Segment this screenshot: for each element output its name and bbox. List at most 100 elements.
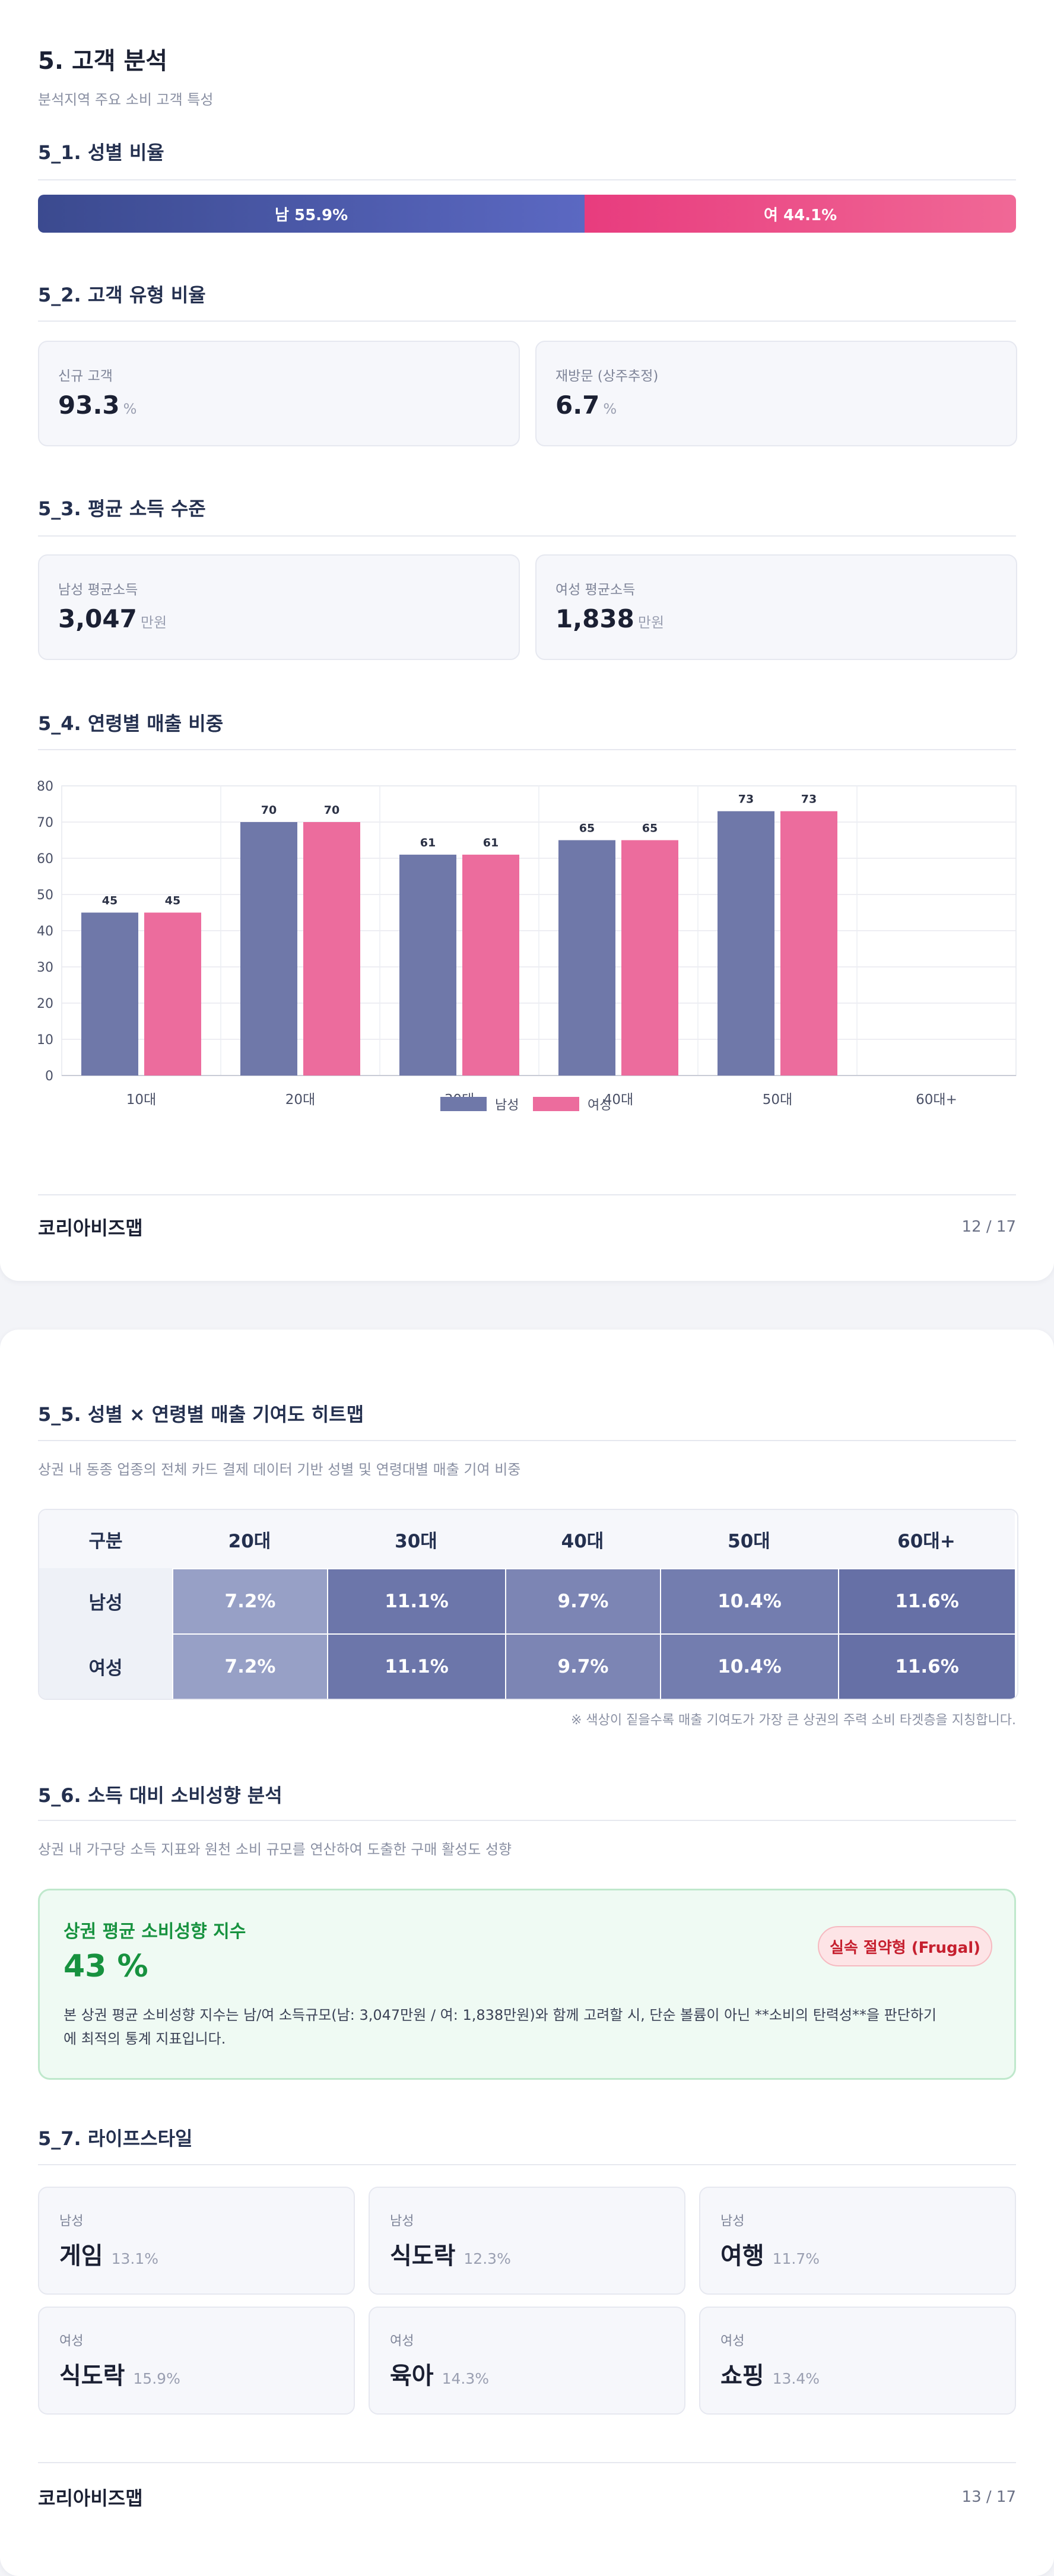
bar-data-label: 73 [738,793,754,806]
lifestyle-title: 5_7. 라이프스타일 [38,2127,193,2150]
card-label: 여성 평균소득 [555,582,636,598]
new-customer-card: 신규 고객 93.3% [38,341,520,446]
report-page-12: 5. 고객 분석 분석지역 주요 소비 고객 특성 5_1. 성별 비율 남 5… [0,0,1054,1281]
card-unit: % [603,401,617,417]
y-tick-label: 80 [37,779,53,794]
bar-data-label: 65 [642,822,658,835]
lifestyle-category: 식도락 12.3% [390,2242,511,2270]
page-number: 13 / 17 [961,2488,1016,2506]
divider [38,2164,1016,2165]
lifestyle-card: 여성 식도락 15.9% [38,2307,355,2415]
lifestyle-category: 식도락 15.9% [59,2362,180,2390]
heatmap-cell: 9.7% [505,1568,660,1633]
bar-data-label: 70 [324,804,339,817]
spending-type-badge: 실속 절약형 (Frugal) [818,1926,992,1966]
lifestyle-card: 여성 쇼핑 13.4% [699,2307,1016,2415]
section-subtitle: 분석지역 주요 소비 고객 특성 [38,91,214,108]
card-unit: 만원 [637,614,665,631]
lifestyle-category: 게임 13.1% [59,2242,159,2270]
heatmap-cell: 11.6% [838,1568,1015,1633]
y-tick-label: 20 [37,997,53,1011]
x-tick-label: 50대 [763,1092,792,1108]
card-value: 93.3% [58,391,137,420]
spending-description: 본 상권 평균 소비성향 지수는 남/여 소득규모(남: 3,047만원 / 여… [64,2003,936,2051]
report-page-13: 5_5. 성별 × 연령별 매출 기여도 히트맵 상권 내 동종 업종의 전체 … [0,1330,1054,2576]
divider [38,535,1016,537]
heatmap-header-cell: 구분 [39,1510,172,1568]
gender-ratio-bar: 남 55.9% 여 44.1% [38,195,1016,233]
footer-brand: 코리아비즈맵 [38,1217,143,1239]
legend-label: 여성 [588,1098,611,1113]
footer-divider [38,2462,1016,2463]
heatmap-row-label: 여성 [39,1633,172,1699]
lifestyle-percent: 11.7% [772,2250,820,2267]
income-title: 5_3. 평균 소득 수준 [38,497,206,520]
lifestyle-gender: 남성 [720,2214,745,2229]
spending-title: 5_6. 소득 대비 소비성향 분석 [38,1784,282,1807]
legend-swatch [440,1097,487,1111]
spending-subtitle: 상권 내 가구당 소득 지표와 원천 소비 규모를 연산하여 도출한 구매 활성… [38,1841,512,1858]
heatmap-row-male: 남성 7.2% 11.1% 9.7% 10.4% 11.6% [39,1568,1017,1633]
lifestyle-gender: 여성 [390,2334,414,2349]
y-tick-label: 50 [37,888,53,903]
lifestyle-percent: 14.3% [442,2370,490,2387]
legend-swatch [533,1097,579,1111]
lifestyle-card: 남성 게임 13.1% [38,2187,355,2295]
bar-female [462,854,519,1076]
y-tick-label: 60 [37,852,53,867]
lifestyle-percent: 15.9% [133,2370,180,2387]
x-tick-label: 20대 [285,1092,315,1108]
legend-label: 남성 [495,1098,519,1113]
heatmap-title: 5_5. 성별 × 연령별 매출 기여도 히트맵 [38,1403,364,1426]
heatmap-cell: 7.2% [172,1568,327,1633]
lifestyle-category: 여행 11.7% [720,2242,820,2270]
lifestyle-gender: 남성 [59,2214,84,2229]
heatmap-header-row: 구분 20대 30대 40대 50대 60대+ [39,1510,1017,1568]
heatmap-header-cell: 20대 [172,1510,327,1568]
lifestyle-card: 여성 육아 14.3% [369,2307,685,2415]
heatmap-header-cell: 40대 [505,1510,660,1568]
bar-data-label: 45 [165,894,180,908]
bar-male [240,822,297,1076]
x-tick-label: 60대+ [916,1092,957,1108]
lifestyle-gender: 남성 [390,2214,414,2229]
bar-female [780,811,837,1076]
section-title: 5. 고객 분석 [38,47,168,75]
card-unit: 만원 [140,614,167,631]
age-sales-chart: 01020304050607080454510대707020대616130대65… [37,779,1017,1113]
bar-male [718,811,774,1076]
card-label: 남성 평균소득 [58,582,138,598]
divider [38,1820,1016,1821]
female-income-card: 여성 평균소득 1,838 만원 [535,554,1017,660]
bar-data-label: 45 [102,894,118,908]
bar-female [303,822,360,1076]
card-value: 3,047 만원 [58,604,167,633]
lifestyle-percent: 13.4% [772,2370,820,2387]
y-tick-label: 0 [45,1069,53,1084]
spending-index-box: 상권 평균 소비성향 지수 43 % 실속 절약형 (Frugal) 본 상권 … [38,1889,1016,2080]
footer-divider [38,1194,1016,1195]
x-tick-label: 10대 [126,1092,156,1108]
lifestyle-category: 육아 14.3% [390,2362,490,2390]
bar-data-label: 70 [261,804,277,817]
male-income-card: 남성 평균소득 3,047 만원 [38,554,520,660]
heatmap-cell: 10.4% [660,1633,838,1699]
heatmap-cell: 9.7% [505,1633,660,1699]
divider [38,1440,1016,1441]
age-sales-title: 5_4. 연령별 매출 비중 [38,712,224,735]
bar-female [144,912,201,1076]
bar-data-label: 73 [801,793,817,806]
heatmap-cell: 11.1% [327,1568,505,1633]
y-tick-label: 40 [37,924,53,939]
bar-male [558,840,615,1076]
gender-ratio-title: 5_1. 성별 비율 [38,141,164,164]
card-value: 1,838 만원 [555,604,665,633]
y-tick-label: 70 [37,816,53,830]
heatmap-cell: 10.4% [660,1568,838,1633]
bar-male [399,854,456,1076]
customer-type-title: 5_2. 고객 유형 비율 [38,284,206,306]
heatmap-cell: 11.1% [327,1633,505,1699]
card-value: 6.7% [555,391,617,420]
bar-female [621,840,678,1076]
heatmap-header-cell: 30대 [327,1510,505,1568]
